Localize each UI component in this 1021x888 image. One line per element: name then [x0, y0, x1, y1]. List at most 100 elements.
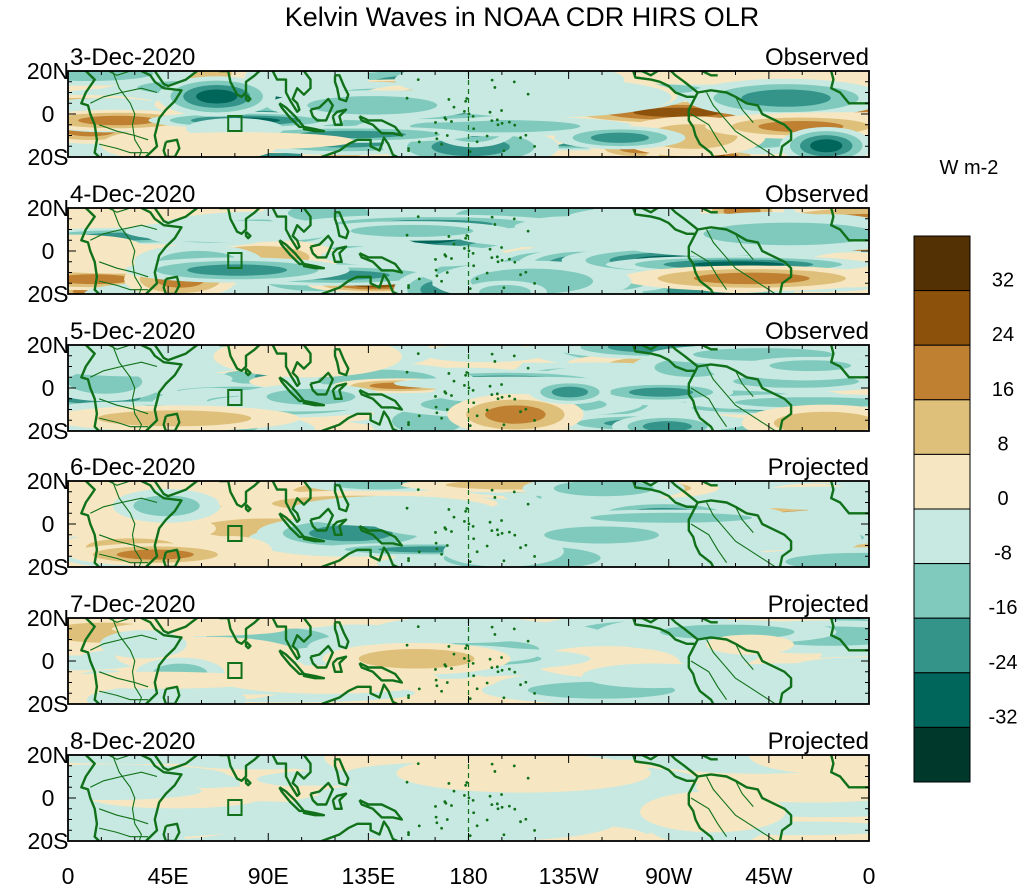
island-dot [463, 383, 466, 387]
border-line [90, 224, 158, 241]
coastline [219, 71, 261, 99]
olr-anomaly-field [68, 208, 869, 294]
anomaly-contour [707, 486, 869, 510]
lon-tick-label: 45W [745, 863, 793, 888]
island-dot [490, 352, 494, 356]
coastline [244, 640, 252, 650]
island-dot [416, 625, 420, 629]
anomaly-contour [485, 405, 546, 424]
anomaly-contour [420, 345, 548, 363]
colorbar-tick-label: -16 [989, 597, 1018, 619]
coastline [219, 481, 261, 508]
coastline [696, 755, 718, 761]
panel-status-label: Projected [768, 728, 869, 755]
island-dot [472, 537, 476, 541]
border-line [111, 618, 143, 704]
island-dot [490, 119, 494, 122]
coastline [278, 376, 306, 403]
island-dot [434, 805, 437, 808]
island-dot [524, 543, 528, 547]
coastline [632, 755, 699, 782]
anomaly-contour [350, 224, 474, 237]
island-dot [500, 805, 504, 809]
island-dot [407, 284, 410, 287]
island-dot [490, 78, 494, 82]
coastline [358, 389, 403, 411]
colorbar-tick-label: 24 [992, 324, 1014, 346]
coastline [696, 618, 718, 624]
island-dot [468, 697, 472, 701]
colorbar-box [913, 290, 971, 346]
coastline [140, 481, 183, 567]
island-dot [405, 233, 409, 237]
island-dot [512, 627, 516, 631]
island-dot [513, 807, 517, 811]
anomaly-contour [785, 552, 869, 567]
island-dot [493, 86, 497, 89]
island-dot [452, 242, 456, 246]
island-dot [464, 373, 468, 377]
coastline [331, 245, 348, 263]
anomaly-contour [810, 139, 843, 153]
anomaly-contour [703, 680, 869, 704]
coastline [321, 683, 398, 704]
border-line [690, 113, 728, 154]
island-dot [475, 277, 479, 281]
lat-tick-label: 20N [27, 605, 69, 631]
lat-tick-label: 20S [28, 144, 69, 170]
coastline [333, 211, 350, 240]
island-dot [533, 555, 536, 558]
island-dot [465, 234, 469, 237]
anomaly-contour [479, 284, 531, 294]
island-dot [475, 687, 479, 691]
island-dot [467, 112, 471, 116]
coastline [153, 208, 198, 225]
island-dot [444, 117, 448, 121]
island-dot [416, 215, 420, 219]
island-dot [533, 692, 536, 695]
island-dot [490, 393, 494, 396]
lon-tick-label: 0 [863, 863, 876, 888]
coastline [309, 371, 334, 396]
island-dot [405, 96, 409, 100]
island-dot [500, 793, 503, 796]
border-line [99, 280, 149, 291]
map-panel: 20N 0 20S 5-Dec-2020 Observed [27, 318, 870, 444]
coastline [358, 799, 403, 821]
anomaly-contour [553, 481, 654, 497]
map-panel: 20N 0 20S 3-Dec-2020 Observed [27, 44, 870, 170]
coastline [140, 71, 183, 157]
colorbar: 32 24 16 8 0 -8 -16 -24 -32 [913, 235, 1018, 783]
coastline [697, 226, 793, 294]
colorbar-tick-label: 8 [997, 433, 1008, 455]
lat-tick-label: 20N [27, 742, 69, 768]
lat-tick-label: 20N [27, 468, 69, 494]
coastline [140, 755, 183, 841]
colorbar-box [913, 235, 971, 292]
coastline [80, 755, 101, 841]
island-dot [507, 394, 511, 398]
island-dot [434, 541, 438, 545]
coastline [321, 136, 398, 157]
island-dot [519, 546, 522, 550]
island-dot [417, 414, 421, 418]
island-dot [512, 80, 516, 84]
island-dot [493, 496, 497, 499]
coastline [309, 781, 334, 806]
island-dot [493, 770, 497, 773]
island-dot [407, 423, 410, 427]
coastline [244, 367, 252, 377]
island-dot [502, 149, 506, 153]
island-dot [490, 803, 494, 806]
panel-date-label: 7-Dec-2020 [70, 591, 195, 618]
coastline [302, 535, 326, 543]
anomaly-contour [590, 512, 753, 523]
coastline [244, 230, 252, 240]
border-line [111, 481, 143, 567]
island-dot [485, 818, 489, 822]
island-dot [513, 260, 517, 264]
panel-status-label: Projected [768, 591, 869, 618]
island-dot [467, 249, 471, 253]
coastline [632, 345, 699, 372]
island-dot [496, 533, 500, 537]
